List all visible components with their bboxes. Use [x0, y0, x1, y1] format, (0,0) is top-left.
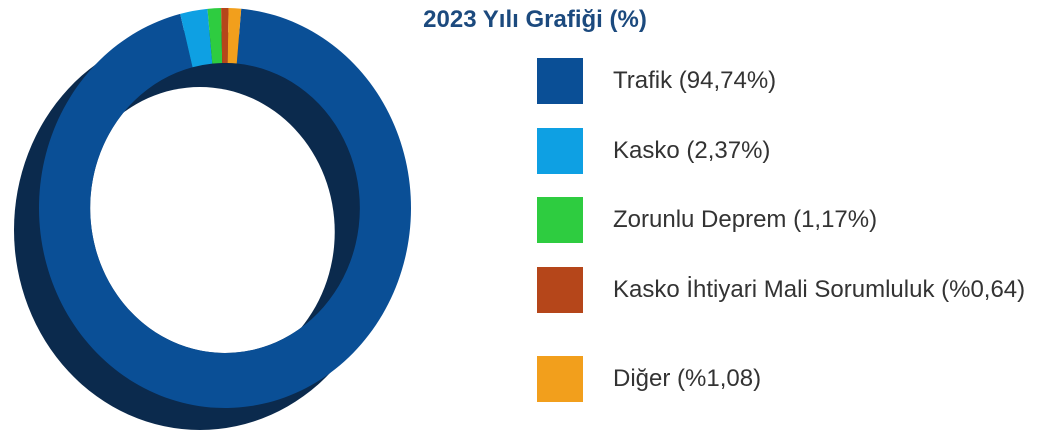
legend-item: Trafik (94,74%) [537, 58, 1048, 104]
legend-swatch [537, 58, 583, 104]
slice [227, 8, 242, 64]
slice [221, 7, 229, 64]
slice [207, 8, 223, 64]
legend-swatch [537, 128, 583, 174]
legend-item: Kasko (2,37%) [537, 128, 1048, 174]
legend-swatch [537, 267, 583, 313]
legend-item: Zorunlu Deprem (1,17%) [537, 197, 1048, 243]
donut-chart [13, 7, 412, 430]
legend-swatch [537, 356, 583, 402]
donut-top [38, 7, 412, 409]
legend-swatch [537, 197, 583, 243]
hole [90, 87, 335, 353]
legend-item: Diğer (%1,08) [537, 356, 1048, 402]
legend-item: Kasko İhtiyari Mali Sorumluluk (%0,64) [537, 267, 1048, 313]
legend-label: Diğer (%1,08) [613, 365, 762, 392]
legend-label: Kasko İhtiyari Mali Sorumluluk (%0,64) [613, 276, 1026, 303]
chart-title: 2023 Yılı Grafiği (%) [423, 6, 647, 33]
legend-label: Kasko (2,37%) [613, 137, 771, 164]
legend-label: Zorunlu Deprem (1,17%) [613, 206, 878, 233]
legend-label: Trafik (94,74%) [613, 67, 777, 94]
slice [180, 8, 213, 68]
